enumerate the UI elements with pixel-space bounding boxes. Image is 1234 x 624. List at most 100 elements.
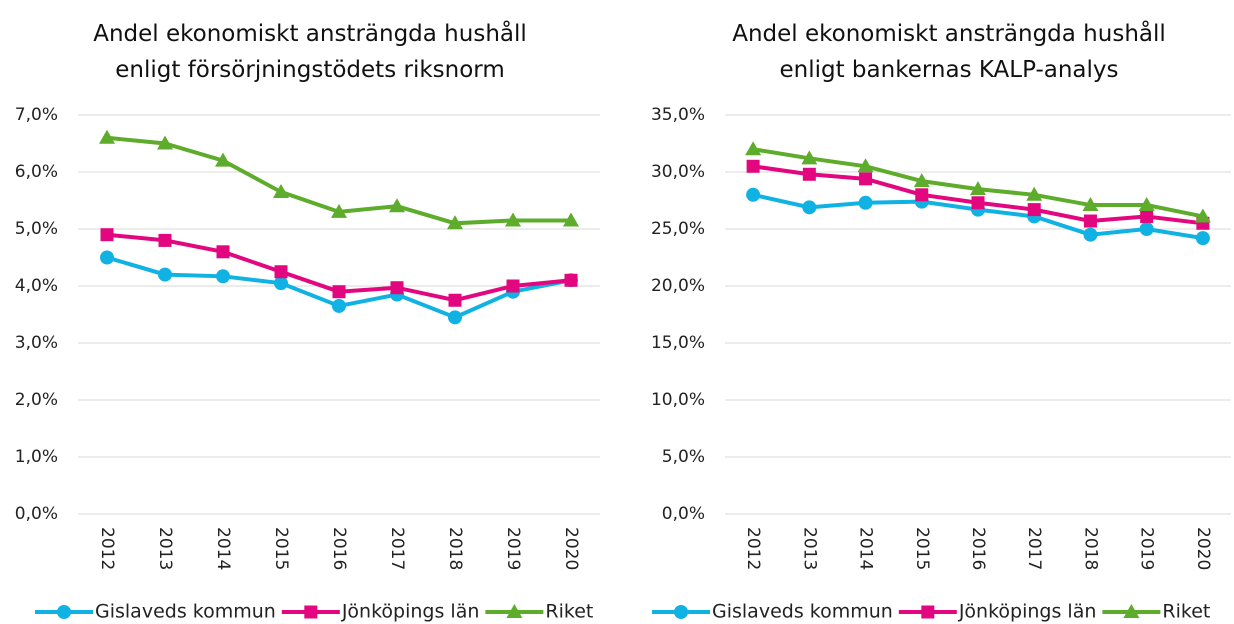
marker xyxy=(332,298,346,313)
x-tick-label: 2017 xyxy=(387,527,407,570)
x-tick-label: 2016 xyxy=(968,527,988,570)
legend-label: Jönköpings län xyxy=(958,601,1097,623)
y-tick-label: 4,0% xyxy=(15,276,58,296)
x-tick-label: 2020 xyxy=(1193,527,1213,570)
chart-panel: Andel ekonomiskt ansträngda hushåll enli… xyxy=(617,0,1234,624)
marker xyxy=(274,265,288,279)
marker xyxy=(100,250,114,265)
legend-label: Riket xyxy=(545,601,593,623)
legend-item: Gislaveds kommun xyxy=(652,601,893,623)
x-tick-label: 2016 xyxy=(329,527,349,570)
y-tick-label: 10,0% xyxy=(651,390,705,410)
y-tick-label: 35,0% xyxy=(651,105,705,125)
y-tick-label: 1,0% xyxy=(15,447,58,467)
y-tick-label: 3,0% xyxy=(15,333,58,353)
marker xyxy=(857,158,874,173)
chart: 0,0% 5,0% 10,0% 15,0% 20,0% 25,0% 30,0% 35,0% 20… xyxy=(651,105,1231,623)
marker xyxy=(273,183,289,198)
marker xyxy=(1026,186,1043,201)
x-tick-label: 2013 xyxy=(799,527,819,570)
y-tick-label: 20,0% xyxy=(651,276,705,296)
y-tick-label: 30,0% xyxy=(651,162,705,182)
y-tick-label: 25,0% xyxy=(651,219,705,239)
marker xyxy=(215,152,231,167)
marker xyxy=(858,195,873,210)
marker xyxy=(1139,222,1154,236)
marker xyxy=(448,293,462,307)
marker xyxy=(57,605,71,619)
marker xyxy=(100,228,114,242)
marker xyxy=(390,281,404,295)
marker xyxy=(448,310,462,325)
y-tick-label: 6,0% xyxy=(15,162,58,182)
marker xyxy=(970,181,986,196)
marker xyxy=(331,203,347,218)
x-tick-label: 2014 xyxy=(213,527,233,570)
marker xyxy=(1027,203,1041,217)
marker xyxy=(99,129,115,144)
marker xyxy=(505,212,521,227)
x-tick-label: 2015 xyxy=(912,527,932,570)
marker xyxy=(564,273,578,287)
x-tick-label: 2012 xyxy=(743,527,763,570)
marker xyxy=(1138,197,1155,212)
marker xyxy=(745,141,762,156)
marker xyxy=(216,269,230,284)
marker xyxy=(332,285,346,299)
marker xyxy=(274,276,288,291)
marker xyxy=(216,245,230,259)
marker xyxy=(746,159,760,173)
marker xyxy=(506,279,520,293)
marker xyxy=(1123,604,1140,618)
marker xyxy=(1082,197,1099,212)
y-tick-label: 15,0% xyxy=(651,333,705,353)
y-tick-label: 0,0% xyxy=(15,504,58,524)
legend-label: Gislaveds kommun xyxy=(95,601,276,623)
x-tick-label: 2018 xyxy=(445,527,465,570)
marker xyxy=(158,267,172,282)
legend-label: Jönköpings län xyxy=(341,601,480,623)
x-tick-label: 2015 xyxy=(271,527,291,570)
chart-title: Andel ekonomiskt ansträngda hushåll enli… xyxy=(732,21,1166,83)
x-tick-label: 2018 xyxy=(1080,527,1100,570)
marker xyxy=(158,233,172,247)
x-tick-label: 2014 xyxy=(856,527,876,570)
legend-label: Riket xyxy=(1162,601,1210,623)
legend-label: Gislaveds kommun xyxy=(712,601,893,623)
marker xyxy=(157,135,173,150)
marker xyxy=(506,604,523,618)
marker xyxy=(1194,208,1211,223)
x-tick-label: 2012 xyxy=(97,527,117,570)
legend-item: Riket xyxy=(1102,601,1210,623)
y-tick-label: 5,0% xyxy=(662,447,705,467)
marker xyxy=(971,196,985,210)
marker xyxy=(1195,231,1210,246)
marker xyxy=(674,605,688,619)
marker xyxy=(304,605,318,619)
y-tick-label: 0,0% xyxy=(662,504,705,524)
legend-item: Riket xyxy=(485,601,593,623)
legend-item: Jönköpings län xyxy=(281,601,480,623)
x-tick-label: 2019 xyxy=(1137,527,1157,570)
legend-item: Gislaveds kommun xyxy=(35,601,276,623)
marker xyxy=(1083,214,1097,228)
marker xyxy=(1140,209,1154,223)
marker xyxy=(915,188,929,202)
y-tick-label: 2,0% xyxy=(15,390,58,410)
chart-title: Andel ekonomiskt ansträngda hushåll enli… xyxy=(93,21,527,83)
x-tick-label: 2013 xyxy=(155,527,175,570)
y-tick-label: 7,0% xyxy=(15,105,58,125)
marker xyxy=(801,150,818,165)
x-tick-label: 2017 xyxy=(1024,527,1044,570)
marker xyxy=(802,167,816,181)
x-tick-label: 2019 xyxy=(503,527,523,570)
marker xyxy=(447,215,463,230)
marker xyxy=(913,173,930,188)
marker xyxy=(1083,227,1098,242)
marker xyxy=(746,187,761,202)
marker xyxy=(859,172,873,186)
y-tick-label: 5,0% xyxy=(15,219,58,239)
x-tick-label: 2020 xyxy=(561,527,581,570)
legend-item: Jönköpings län xyxy=(898,601,1097,623)
chart-panel: Andel ekonomiskt ansträngda hushåll enli… xyxy=(15,21,600,623)
